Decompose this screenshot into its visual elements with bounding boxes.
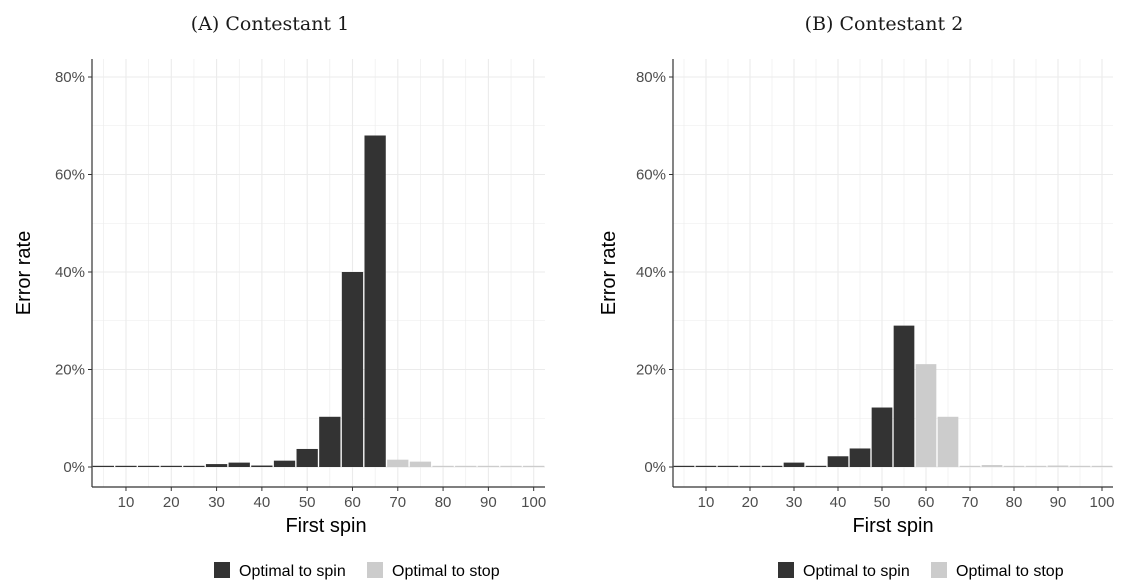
bar	[183, 465, 205, 467]
y-tick-label: 0%	[63, 459, 85, 476]
chart-title: (A) Contestant 1	[191, 13, 349, 35]
bar	[783, 462, 805, 467]
x-tick-label: 90	[480, 494, 497, 511]
bar	[981, 465, 1003, 467]
y-axis-title: Error rate	[598, 231, 620, 315]
bar	[92, 465, 114, 467]
x-tick-label: 40	[254, 494, 271, 511]
bar	[160, 465, 182, 467]
plot-area: 0% 20% 40% 60% 80% 10 20 30 40 50 60 70 80 90 100	[55, 59, 546, 511]
bar	[893, 325, 915, 467]
bar	[915, 364, 937, 467]
bar	[695, 465, 717, 467]
bar	[1025, 465, 1047, 467]
x-tick-label: 80	[1006, 494, 1023, 511]
bar	[1069, 465, 1091, 467]
legend-label-spin: Optimal to spin	[803, 563, 910, 580]
x-tick-label: 50	[874, 494, 891, 511]
legend-swatch-spin	[214, 562, 230, 578]
x-tick-label: 20	[163, 494, 180, 511]
bar	[115, 465, 137, 467]
bar	[500, 465, 522, 467]
legend: Optimal to spin Optimal to stop	[778, 562, 1064, 580]
bar	[761, 465, 783, 467]
bar	[205, 464, 228, 467]
x-tick-label: 20	[742, 494, 759, 511]
y-tick-label: 60%	[55, 167, 85, 184]
bar	[827, 456, 849, 467]
chart-a-svg: (A) Contestant 1 First spin Error rate O…	[13, 13, 546, 580]
chart-panel-b: (B) Contestant 2 First spin Error rate O…	[563, 0, 1126, 581]
bar	[937, 416, 959, 467]
y-tick-label: 20%	[636, 362, 666, 379]
legend-swatch-stop	[931, 562, 947, 578]
x-tick-label: 100	[521, 494, 546, 511]
y-tick-label: 80%	[55, 69, 85, 86]
legend-label-stop: Optimal to stop	[392, 563, 500, 580]
bar	[1047, 465, 1069, 467]
bar	[1003, 465, 1025, 467]
bar	[1091, 465, 1113, 467]
x-tick-label: 100	[1089, 494, 1114, 511]
y-tick-label: 40%	[55, 264, 85, 281]
x-tick-label: 30	[208, 494, 225, 511]
bar	[296, 448, 318, 467]
bar	[432, 465, 454, 467]
bar	[739, 465, 761, 467]
y-tick-label: 80%	[636, 69, 666, 86]
y-tick-label: 60%	[636, 167, 666, 184]
bar	[455, 465, 477, 467]
x-tick-label: 30	[786, 494, 803, 511]
bar	[228, 462, 250, 467]
legend-label-spin: Optimal to spin	[239, 563, 346, 580]
legend-label-stop: Optimal to stop	[956, 563, 1064, 580]
bar	[523, 465, 545, 467]
legend-swatch-stop	[367, 562, 383, 578]
y-tick-label: 0%	[644, 459, 666, 476]
bar	[319, 416, 341, 467]
x-tick-label: 40	[830, 494, 847, 511]
y-axis-title: Error rate	[13, 231, 35, 315]
bar	[137, 465, 160, 467]
bar	[871, 407, 893, 467]
bar	[805, 465, 827, 467]
bar	[364, 135, 386, 467]
x-tick-label: 70	[389, 494, 406, 511]
chart-b-svg: (B) Contestant 2 First spin Error rate O…	[598, 13, 1115, 580]
bar	[849, 448, 871, 467]
bar	[959, 465, 981, 467]
x-tick-label: 50	[299, 494, 316, 511]
chart-panel-a: (A) Contestant 1 First spin Error rate O…	[13, 13, 546, 580]
plot-area: 0% 20% 40% 60% 80% 10 20 30 40 50 60 70 80 90 100	[636, 59, 1115, 511]
bar	[477, 465, 500, 467]
x-tick-label: 60	[344, 494, 361, 511]
chart-title: (B) Contestant 2	[805, 13, 964, 35]
x-tick-label: 10	[118, 494, 135, 511]
bar	[273, 460, 296, 467]
bar	[251, 465, 273, 467]
bar	[341, 272, 364, 467]
x-tick-label: 10	[698, 494, 715, 511]
x-tick-label: 70	[962, 494, 979, 511]
bar	[717, 465, 739, 467]
bar	[673, 465, 695, 467]
x-tick-label: 60	[918, 494, 935, 511]
x-axis-title: First spin	[285, 515, 366, 537]
y-tick-label: 40%	[636, 264, 666, 281]
x-tick-label: 90	[1050, 494, 1067, 511]
bar	[387, 459, 409, 467]
x-tick-label: 80	[435, 494, 452, 511]
y-tick-label: 20%	[55, 362, 85, 379]
legend: Optimal to spin Optimal to stop	[214, 562, 500, 580]
legend-swatch-spin	[778, 562, 794, 578]
bar	[409, 461, 432, 467]
x-axis-title: First spin	[852, 515, 933, 537]
